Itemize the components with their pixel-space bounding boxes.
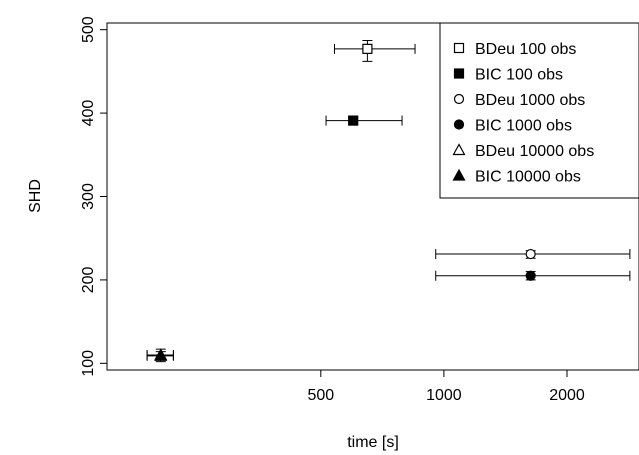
legend-marker-5: [452, 168, 466, 181]
data-point-1: [348, 115, 359, 126]
y-axis-title: SHD: [27, 179, 44, 213]
data-point-2: [525, 248, 536, 260]
y-tick-label-1: 200: [80, 266, 97, 293]
legend-marker-3: [453, 119, 465, 130]
x-tick-label-2: 2000: [549, 387, 585, 404]
data-markers: [154, 43, 536, 361]
y-tick-label-2: 300: [80, 183, 97, 210]
data-point-0: [362, 43, 373, 54]
legend-box: [439, 22, 639, 199]
legend-marker-4: [452, 143, 466, 156]
legend-label-4: BDeu 10000 obs: [475, 143, 594, 160]
legend: BDeu 100 obs BIC 100 obs BDeu 1000 obs BIC …: [439, 22, 639, 199]
legend-marker-0: [453, 42, 465, 54]
x-axis-title: time [s]: [347, 434, 399, 451]
x-tick-label-0: 500: [307, 387, 334, 404]
data-point-5: [154, 349, 168, 361]
legend-label-2: BDeu 1000 obs: [475, 92, 585, 109]
x-tick-label-1: 1000: [426, 387, 462, 404]
y-tick-label-3: 400: [80, 100, 97, 127]
data-point-3: [525, 270, 536, 281]
x-axis: 500 1000 2000: [260, 369, 585, 404]
y-axis: 100 200 300 400 500: [80, 16, 108, 377]
y-tick-label-0: 100: [80, 350, 97, 377]
legend-label-0: BDeu 100 obs: [475, 41, 576, 58]
legend-label-5: BIC 10000 obs: [475, 169, 581, 186]
legend-label-1: BIC 100 obs: [475, 67, 563, 84]
legend-marker-1: [453, 68, 465, 79]
y-tick-label-4: 500: [80, 16, 97, 43]
legend-label-3: BIC 1000 obs: [475, 118, 572, 135]
legend-marker-2: [453, 93, 465, 105]
